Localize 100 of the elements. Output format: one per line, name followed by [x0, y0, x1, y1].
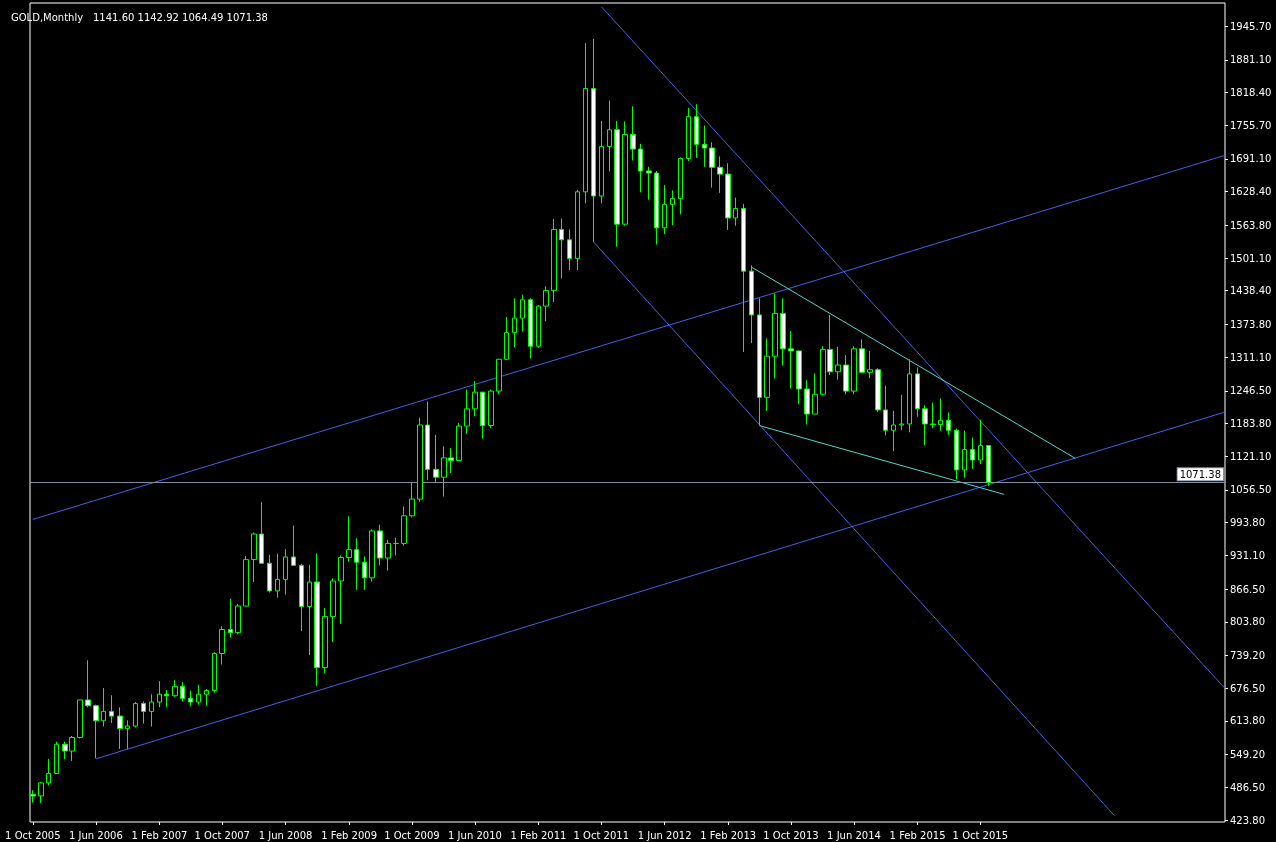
candlestick [520, 294, 525, 333]
candlestick [694, 103, 699, 159]
candlestick [725, 162, 731, 231]
candlestick [630, 105, 636, 162]
candlestick [946, 412, 951, 436]
candlestick [101, 687, 106, 728]
x-tick-label: 1 Oct 2007 [194, 829, 250, 841]
candlestick [733, 197, 738, 227]
y-tick-label: 1056.50 [1230, 484, 1272, 496]
candlestick [567, 228, 572, 271]
candlestick [385, 539, 391, 572]
x-tick-label: 1 Feb 2009 [321, 829, 378, 841]
candlestick [472, 380, 478, 417]
candlestick [804, 379, 810, 425]
candlestick [401, 505, 407, 547]
candlestick [757, 297, 762, 427]
candlestick [251, 531, 257, 583]
candlestick [259, 501, 264, 565]
candlestick [369, 528, 375, 583]
candlestick [978, 419, 983, 465]
candlestick [662, 184, 667, 235]
candlestick [875, 367, 881, 413]
candlestick [796, 349, 802, 405]
candlestick [970, 437, 975, 470]
candlestick [543, 285, 549, 322]
candlestick [646, 166, 652, 201]
y-tick-label: 1628.40 [1230, 186, 1272, 198]
candlestick [235, 603, 241, 635]
candlestick [843, 354, 849, 395]
candlestick [283, 548, 288, 596]
x-tick-label: 1 Jun 2006 [69, 829, 123, 841]
x-tick-label: 1 Jun 2008 [258, 829, 313, 841]
x-tick-label: 1 Jun 2014 [827, 829, 881, 841]
candlestick [536, 304, 541, 349]
candlestick [149, 693, 154, 728]
candlestick [686, 107, 691, 162]
candlestick [702, 125, 707, 168]
y-tick-label: 1311.10 [1230, 351, 1272, 363]
candlestick [780, 297, 786, 367]
candlestick [243, 555, 249, 607]
y-tick-label: 1818.40 [1230, 87, 1272, 99]
y-tick-label: 1373.80 [1230, 318, 1272, 330]
y-tick-label: 1501.10 [1230, 252, 1272, 264]
y-tick-label: 1691.10 [1230, 153, 1272, 165]
candlestick [425, 401, 430, 481]
candlestick [291, 525, 296, 567]
candlestick [117, 706, 123, 750]
y-tick-label: 803.80 [1230, 616, 1265, 628]
candlestick [835, 346, 841, 381]
candlestick [583, 42, 588, 204]
candlestick [157, 680, 162, 708]
y-tick-label: 1755.70 [1230, 119, 1272, 131]
candlestick [488, 389, 494, 429]
candlestick [393, 537, 399, 556]
candlestick [85, 659, 91, 708]
text: GOLD,Monthly [11, 11, 84, 23]
candlestick [678, 156, 683, 215]
candlestick [196, 684, 201, 706]
candlestick [986, 444, 991, 487]
y-tick-label: 866.50 [1230, 583, 1265, 595]
candlestick [133, 701, 138, 729]
candlestick [575, 189, 580, 271]
x-tick-label: 1 Jun 2012 [637, 829, 692, 841]
candlestick [867, 350, 873, 379]
y-tick-label: 1881.10 [1230, 54, 1272, 66]
y-tick-label: 1563.80 [1230, 219, 1272, 231]
candlestick [93, 704, 99, 759]
candlestick [859, 338, 865, 374]
candlestick [504, 316, 509, 361]
x-tick-label: 1 Feb 2007 [131, 829, 188, 841]
y-tick-label: 1183.80 [1230, 418, 1272, 430]
x-tick-label: 1 Feb 2013 [700, 829, 757, 841]
candlestick [614, 120, 620, 248]
candlestick [480, 391, 485, 440]
candlestick [77, 699, 83, 740]
candlestick [212, 651, 217, 694]
candlestick [788, 330, 794, 389]
candlestick [654, 170, 659, 246]
candlestick [204, 688, 209, 707]
candlestick [749, 264, 754, 344]
candlestick [180, 681, 185, 702]
candlestick [54, 741, 59, 774]
candlestick [559, 217, 564, 279]
candlestick [38, 781, 44, 804]
candlestick [607, 100, 612, 172]
candlestick [188, 690, 193, 707]
candlestick [172, 679, 178, 698]
candlestick [433, 434, 439, 483]
candlestick [591, 38, 596, 243]
x-tick-label: 1 Oct 2005 [5, 829, 61, 841]
candlestick [551, 218, 557, 303]
candlestick [930, 402, 936, 429]
candlestick [622, 120, 628, 227]
candlestick [141, 701, 146, 724]
candlestick [125, 719, 130, 750]
candlestick [275, 553, 280, 599]
y-tick-label: 931.10 [1230, 549, 1265, 561]
candlestick [915, 367, 920, 418]
candlestick [638, 143, 643, 193]
candlestick [907, 358, 912, 433]
